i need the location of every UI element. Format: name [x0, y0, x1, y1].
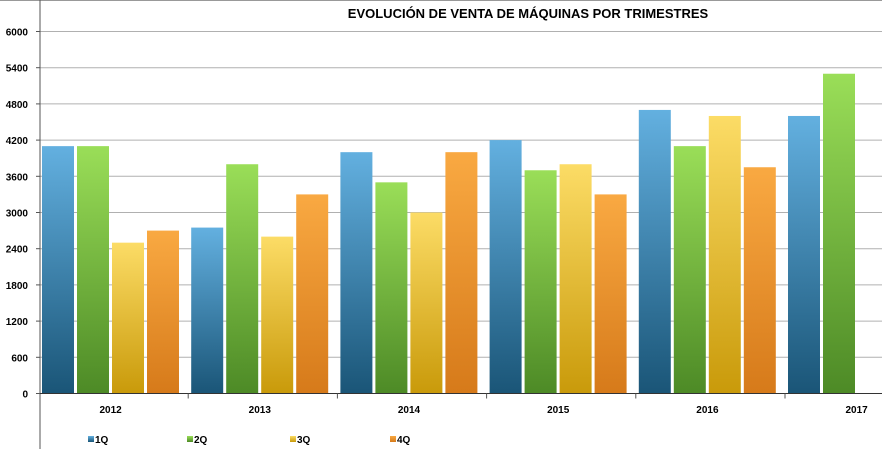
bar-2015-2Q — [524, 170, 557, 394]
bar-2014-2Q — [375, 182, 408, 394]
bar-2012-4Q — [147, 230, 179, 394]
bar-2014-1Q — [340, 152, 373, 394]
bar-2015-4Q — [594, 194, 627, 394]
bar-2016-1Q — [638, 109, 671, 394]
bar-2016-2Q — [673, 146, 706, 394]
bar-2014-4Q — [445, 152, 478, 394]
bar-2012-1Q — [42, 146, 74, 394]
legend-label-3Q: 3Q — [297, 435, 311, 446]
bar-2015-1Q — [489, 140, 522, 394]
x-tick-label: 2015 — [547, 405, 570, 416]
bar-2012-2Q — [77, 146, 109, 394]
legend-marker-2Q — [187, 436, 193, 442]
bar-2013-1Q — [191, 227, 224, 394]
legend-label-4Q: 4Q — [397, 435, 411, 446]
x-tick-label: 2017 — [845, 405, 868, 416]
bar-2013-3Q — [261, 236, 294, 394]
x-tick-label: 2014 — [398, 405, 421, 416]
chart-title: EVOLUCIÓN DE VENTA DE MÁQUINAS POR TRIME… — [348, 6, 709, 21]
y-tick-label: 600 — [11, 353, 28, 364]
bar-2013-4Q — [296, 194, 329, 394]
bar-2016-3Q — [708, 115, 741, 394]
y-tick-label: 6000 — [6, 28, 29, 39]
legend-label-2Q: 2Q — [194, 435, 208, 446]
y-tick-label: 5400 — [6, 64, 29, 75]
x-tick-label: 2013 — [249, 405, 272, 416]
bar-2012-3Q — [112, 242, 144, 394]
y-tick-label: 0 — [22, 390, 28, 401]
y-tick-label: 3000 — [6, 209, 29, 220]
y-tick-label: 1800 — [6, 281, 29, 292]
legend-marker-1Q — [88, 436, 94, 442]
y-tick-label: 1200 — [6, 317, 29, 328]
bar-2017-2Q — [823, 73, 855, 394]
bar-2014-3Q — [410, 212, 443, 394]
legend-marker-3Q — [290, 436, 296, 442]
x-tick-label: 2016 — [696, 405, 719, 416]
legend-label-1Q: 1Q — [95, 435, 109, 446]
legend-marker-4Q — [390, 436, 396, 442]
bar-2013-2Q — [226, 164, 259, 394]
y-tick-label: 3600 — [6, 172, 29, 183]
y-tick-label: 4200 — [6, 136, 29, 147]
y-tick-label: 2400 — [6, 245, 29, 256]
bar-2015-3Q — [559, 164, 592, 394]
y-tick-label: 4800 — [6, 100, 29, 111]
x-tick-label: 2012 — [99, 405, 122, 416]
bar-2017-1Q — [788, 115, 820, 394]
bar-2016-4Q — [743, 167, 776, 394]
